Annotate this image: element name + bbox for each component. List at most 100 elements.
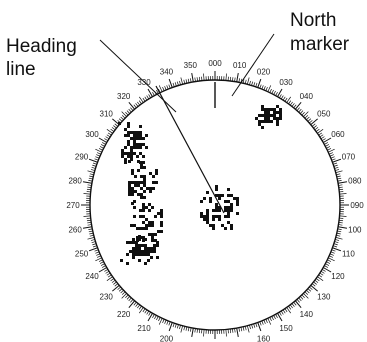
- bearing-tick: [294, 102, 302, 110]
- bearing-label: 320: [117, 92, 131, 101]
- bearing-label: 160: [257, 334, 271, 342]
- echo-west-3: [130, 200, 163, 242]
- radar-range-ring: [89, 79, 341, 331]
- bearing-tick: [294, 300, 302, 308]
- bearing-label: 290: [75, 152, 89, 161]
- bearing-label: 030: [279, 78, 293, 87]
- bearing-tick: [98, 137, 107, 143]
- bearing-tick: [339, 215, 347, 217]
- heading-line-callout-leader: [99, 39, 177, 113]
- north-marker-callout-leader: [231, 33, 275, 97]
- bearing-label: 250: [75, 250, 89, 259]
- bearing-tick: [335, 237, 343, 240]
- north-marker-callout-line1: North: [290, 10, 336, 31]
- bearing-label: 310: [100, 110, 114, 119]
- bearing-label: 230: [100, 292, 114, 301]
- bearing-tick: [323, 137, 332, 143]
- bearing-tick: [106, 129, 113, 134]
- bearing-label: 130: [317, 292, 331, 301]
- bearing-tick: [82, 226, 92, 229]
- bearing-tick: [338, 181, 348, 184]
- bearing-label: 010: [233, 61, 247, 70]
- bearing-tick: [225, 73, 227, 81]
- bearing-tick: [332, 158, 342, 163]
- bearing-tick: [180, 77, 183, 85]
- echo-west-4: [120, 235, 159, 265]
- bearing-tick: [121, 111, 127, 117]
- bearing-label: 240: [85, 272, 99, 281]
- bearing-label: 070: [342, 152, 356, 161]
- bearing-tick: [168, 78, 173, 88]
- bearing-tick: [328, 148, 335, 153]
- bearing-tick: [303, 111, 309, 117]
- bearing-tick: [191, 72, 194, 82]
- bearing-label: 000: [208, 59, 222, 68]
- bearing-tick: [180, 325, 183, 333]
- bearing-tick: [88, 247, 98, 252]
- heading-line-callout-line1: Heading: [6, 36, 77, 57]
- bearing-label: 260: [68, 226, 82, 235]
- bearing-label: 110: [342, 250, 355, 259]
- bearing-tick: [335, 170, 343, 173]
- bearing-tick: [317, 276, 324, 281]
- bearing-tick: [128, 102, 136, 110]
- bearing-label: 340: [160, 68, 174, 77]
- bearing-tick: [286, 96, 291, 103]
- bearing-tick: [267, 318, 272, 325]
- bearing-tick: [158, 318, 163, 325]
- bearing-tick: [203, 73, 205, 81]
- bearing-tick: [168, 322, 173, 332]
- bearing-tick: [112, 284, 120, 292]
- bearing-label: 060: [331, 130, 345, 139]
- bearing-label: 170: [233, 341, 247, 342]
- bearing-tick: [332, 247, 342, 252]
- bearing-tick: [303, 293, 309, 299]
- bearing-tick: [128, 300, 136, 308]
- bearing-tick: [328, 257, 335, 262]
- bearing-tick: [277, 88, 283, 97]
- bearing-label: 090: [350, 201, 364, 210]
- echo-west-2: [128, 160, 158, 205]
- bearing-label: 100: [348, 226, 362, 235]
- radar-echoes: [118, 105, 282, 265]
- echo-center: [200, 185, 239, 230]
- bearing-tick: [191, 328, 194, 338]
- bearing-tick: [338, 226, 348, 229]
- bearing-label: 270: [66, 201, 80, 210]
- bearing-tick: [277, 313, 283, 322]
- bearing-tick: [139, 96, 144, 103]
- bearing-tick: [339, 193, 347, 195]
- bearing-label: 280: [68, 176, 82, 185]
- bearing-label: 080: [348, 176, 362, 185]
- bearing-tick: [247, 77, 250, 85]
- bearing-label: 350: [184, 61, 198, 70]
- bearing-label: 200: [160, 334, 174, 342]
- bearing-label: 120: [331, 272, 345, 281]
- heading-line: [155, 85, 225, 214]
- bearing-label: 140: [300, 310, 314, 319]
- bearing-tick: [225, 329, 227, 337]
- bearing-label: 190: [184, 341, 198, 342]
- bearing-tick: [95, 148, 102, 153]
- bearing-tick: [98, 267, 107, 273]
- bearing-label: 150: [279, 324, 293, 333]
- echo-west-1: [118, 122, 148, 164]
- bearing-tick: [139, 307, 144, 314]
- bearing-tick: [88, 158, 98, 163]
- bearing-label: 300: [85, 130, 99, 139]
- bearing-tick: [310, 118, 318, 126]
- bearing-tick: [323, 267, 332, 273]
- bearing-tick: [257, 322, 262, 332]
- bearing-tick: [121, 293, 127, 299]
- bearing-label: 220: [117, 310, 131, 319]
- bearing-tick: [147, 313, 153, 322]
- bearing-tick: [257, 78, 262, 88]
- bearing-tick: [317, 129, 324, 134]
- bearing-tick: [247, 325, 250, 333]
- bearing-tick: [158, 85, 163, 92]
- heading-line-callout-line2: line: [6, 59, 36, 80]
- bearing-tick: [87, 237, 95, 240]
- bearing-tick: [267, 85, 272, 92]
- bearing-tick: [83, 193, 91, 195]
